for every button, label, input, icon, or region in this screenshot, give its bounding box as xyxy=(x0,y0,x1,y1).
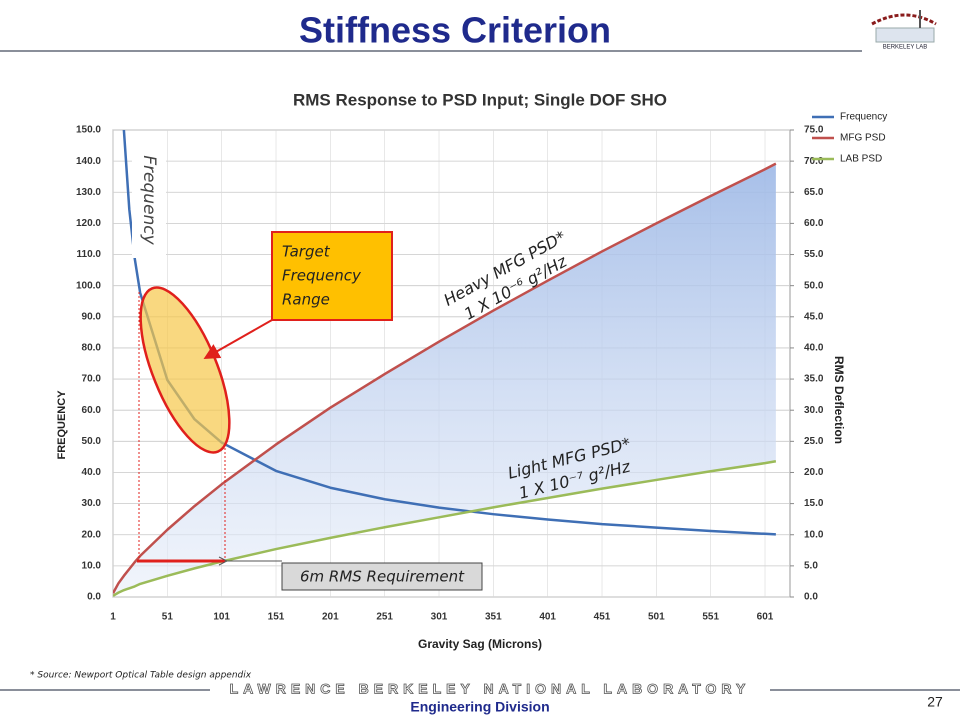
x-tick-label: 301 xyxy=(431,612,448,623)
x-tick-label: 1 xyxy=(110,612,116,623)
requirement-box xyxy=(281,562,483,591)
x-tick-label: 201 xyxy=(322,612,339,623)
target-box xyxy=(271,231,393,321)
x-tick-label: 151 xyxy=(268,612,285,623)
x-tick-label: 351 xyxy=(485,612,502,623)
x-tick-label: 401 xyxy=(539,612,556,623)
legend-label: Frequency xyxy=(840,112,887,123)
x-tick-label: 551 xyxy=(702,612,719,623)
y-axis-label: FREQUENCY xyxy=(56,390,68,460)
division: Engineering Division xyxy=(410,699,549,715)
y-tick-label: 140.0 xyxy=(76,156,101,167)
y-tick-label: 90.0 xyxy=(82,311,102,322)
y-tick-label: 110.0 xyxy=(77,249,102,260)
y-tick-label: 100.0 xyxy=(76,280,101,291)
series-line xyxy=(122,130,776,536)
x-tick-label: 101 xyxy=(213,612,230,623)
y-tick-label: 120.0 xyxy=(76,218,101,229)
x-tick-label: 251 xyxy=(376,612,393,623)
lab-name: LAWRENCE BERKELEY NATIONAL LABORATORY xyxy=(230,681,751,697)
page-number: 27 xyxy=(927,694,943,710)
y2-tick-label: 35.0 xyxy=(804,374,824,385)
y-tick-label: 40.0 xyxy=(82,467,102,478)
logo-text: BERKELEY LAB xyxy=(883,45,928,51)
y-tick-label: 30.0 xyxy=(82,498,102,509)
y2-tick-label: 65.0 xyxy=(804,187,824,198)
y2-tick-label: 45.0 xyxy=(804,311,824,322)
y2-tick-label: 40.0 xyxy=(804,343,824,354)
y2-tick-label: 70.0 xyxy=(804,156,824,167)
target-text: Range xyxy=(282,291,330,309)
logo xyxy=(871,10,937,43)
y-tick-label: 10.0 xyxy=(82,561,102,572)
y-tick-label: 50.0 xyxy=(82,436,102,447)
target-arrow xyxy=(203,319,273,359)
y-tick-label: 80.0 xyxy=(82,343,102,354)
y2-tick-label: 20.0 xyxy=(804,467,824,478)
y-tick-label: 130.0 xyxy=(76,187,101,198)
shaded-band xyxy=(113,163,776,596)
y-tick-label: 70.0 xyxy=(82,374,102,385)
y2-tick-label: 75.0 xyxy=(804,125,824,136)
legend-label: MFG PSD xyxy=(840,133,886,144)
y2-tick-label: 0.0 xyxy=(804,592,818,603)
y2-tick-label: 60.0 xyxy=(804,218,824,229)
y2-tick-label: 55.0 xyxy=(804,249,824,260)
chart: 0.010.020.030.040.050.060.070.080.090.01… xyxy=(76,112,887,623)
y2-tick-label: 25.0 xyxy=(804,436,824,447)
x-tick-label: 451 xyxy=(594,612,611,623)
series-line xyxy=(113,162,777,594)
source-note: * Source: Newport Optical Table design a… xyxy=(30,671,252,681)
series-line xyxy=(113,460,777,597)
x-tick-label: 601 xyxy=(757,612,774,623)
target-text: Frequency xyxy=(282,267,362,285)
y2-tick-label: 15.0 xyxy=(804,498,824,509)
y2-tick-label: 50.0 xyxy=(804,280,824,291)
target-text: Target xyxy=(282,243,331,261)
y-tick-label: 0.0 xyxy=(87,592,101,603)
slide-title: Stiffness Criterion xyxy=(299,10,611,51)
y-tick-label: 60.0 xyxy=(82,405,102,416)
frequency-annotation: Frequency xyxy=(139,155,159,245)
chart-title: RMS Response to PSD Input; Single DOF SH… xyxy=(293,90,667,109)
x-axis-label: Gravity Sag (Microns) xyxy=(418,637,542,651)
requirement-text: 6m RMS Requirement xyxy=(300,568,465,586)
x-tick-label: 51 xyxy=(162,612,174,623)
y-tick-label: 20.0 xyxy=(82,529,102,540)
frequency-label-bg xyxy=(132,150,166,258)
y2-tick-label: 30.0 xyxy=(804,405,824,416)
y2-tick-label: 5.0 xyxy=(804,561,818,572)
y-tick-label: 150.0 xyxy=(76,125,101,136)
y2-axis-label: RMS Deflection xyxy=(832,356,846,444)
y2-tick-label: 10.0 xyxy=(804,529,824,540)
x-tick-label: 501 xyxy=(648,612,665,623)
legend-label: LAB PSD xyxy=(840,154,882,165)
